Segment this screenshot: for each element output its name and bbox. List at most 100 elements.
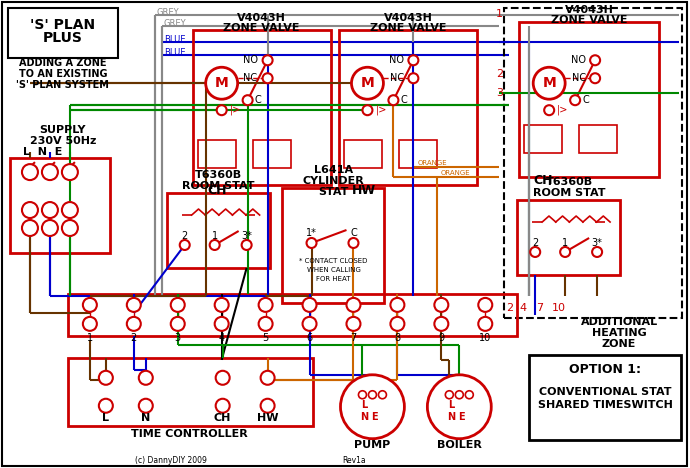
Circle shape [455,391,463,399]
Circle shape [465,391,473,399]
Text: GREY: GREY [164,19,186,28]
Text: 2: 2 [532,238,538,248]
Text: 2: 2 [130,333,137,343]
Bar [282,188,384,303]
Bar [519,22,659,177]
Circle shape [62,220,78,236]
Text: ORANGE: ORANGE [440,170,470,176]
Text: CH: CH [207,183,226,197]
Circle shape [362,105,373,115]
Text: T6360B: T6360B [546,177,593,187]
Text: BOILER: BOILER [437,439,482,450]
Bar [68,358,313,426]
Circle shape [378,391,386,399]
Circle shape [391,317,404,331]
Text: L641A: L641A [314,165,353,175]
Text: WHEN CALLING: WHEN CALLING [306,267,360,273]
Circle shape [263,73,273,83]
Circle shape [306,238,317,248]
Text: ZONE VALVE: ZONE VALVE [370,23,446,33]
Circle shape [478,298,492,312]
Bar [339,30,477,185]
Text: ROOM STAT: ROOM STAT [533,188,605,198]
Circle shape [22,202,38,218]
Circle shape [243,95,253,105]
Circle shape [340,375,404,439]
Text: C: C [350,228,357,238]
Text: ORANGE: ORANGE [417,160,447,166]
Circle shape [179,240,190,250]
Text: 'S' PLAN SYSTEM: 'S' PLAN SYSTEM [17,80,109,90]
Circle shape [216,399,230,413]
Text: HW: HW [351,183,375,197]
Bar [529,355,681,440]
Bar [167,193,270,268]
Circle shape [302,317,317,331]
Text: M: M [361,76,374,90]
Text: 2: 2 [506,303,513,313]
Text: T6360B: T6360B [195,170,242,180]
Circle shape [359,391,366,399]
Circle shape [139,399,152,413]
Circle shape [348,238,359,248]
Text: NC: NC [572,73,586,83]
Circle shape [127,317,141,331]
Text: 9: 9 [438,333,444,343]
Text: NC: NC [244,73,257,83]
Text: ADDING A ZONE: ADDING A ZONE [19,58,107,68]
Text: N: N [447,412,455,422]
Bar [524,125,562,153]
Text: L: L [448,400,455,410]
Text: V4043H: V4043H [384,13,433,23]
Text: L: L [362,400,368,410]
Bar [10,158,110,253]
Circle shape [217,105,226,115]
Text: 7: 7 [535,303,543,313]
Circle shape [388,95,398,105]
Text: Rev1a: Rev1a [343,456,366,465]
Circle shape [42,164,58,180]
Text: NO: NO [571,55,586,65]
Circle shape [560,247,570,257]
Text: SUPPLY: SUPPLY [39,125,86,135]
Text: E: E [458,412,464,422]
Text: ZONE VALVE: ZONE VALVE [224,23,300,33]
Text: PUMP: PUMP [355,439,391,450]
Circle shape [434,298,448,312]
Circle shape [427,375,491,439]
Circle shape [42,220,58,236]
Text: M: M [215,76,228,90]
Text: 2: 2 [181,231,188,241]
Text: E: E [371,412,377,422]
Circle shape [83,317,97,331]
Circle shape [570,95,580,105]
Text: BLUE: BLUE [164,48,185,57]
Text: 10: 10 [552,303,566,313]
Circle shape [261,371,275,385]
Circle shape [346,298,360,312]
Circle shape [590,55,600,65]
Text: CONVENTIONAL STAT: CONVENTIONAL STAT [539,387,671,397]
Text: 1*: 1* [306,228,317,238]
Text: 3: 3 [495,88,503,98]
Text: CYLINDER: CYLINDER [303,176,364,186]
Text: BLUE: BLUE [164,35,185,44]
Text: V4043H: V4043H [237,13,286,23]
Circle shape [391,298,404,312]
Bar [8,8,118,58]
Text: 6: 6 [306,333,313,343]
Circle shape [346,317,360,331]
Text: N: N [141,413,150,423]
Circle shape [215,298,228,312]
Circle shape [544,105,554,115]
Circle shape [99,399,113,413]
Text: |>: |> [557,105,569,116]
Circle shape [206,67,237,99]
Text: C: C [255,95,262,105]
Circle shape [42,202,58,218]
Circle shape [139,371,152,385]
Circle shape [127,298,141,312]
Text: 1: 1 [495,9,503,19]
Circle shape [216,371,230,385]
Circle shape [261,399,275,413]
